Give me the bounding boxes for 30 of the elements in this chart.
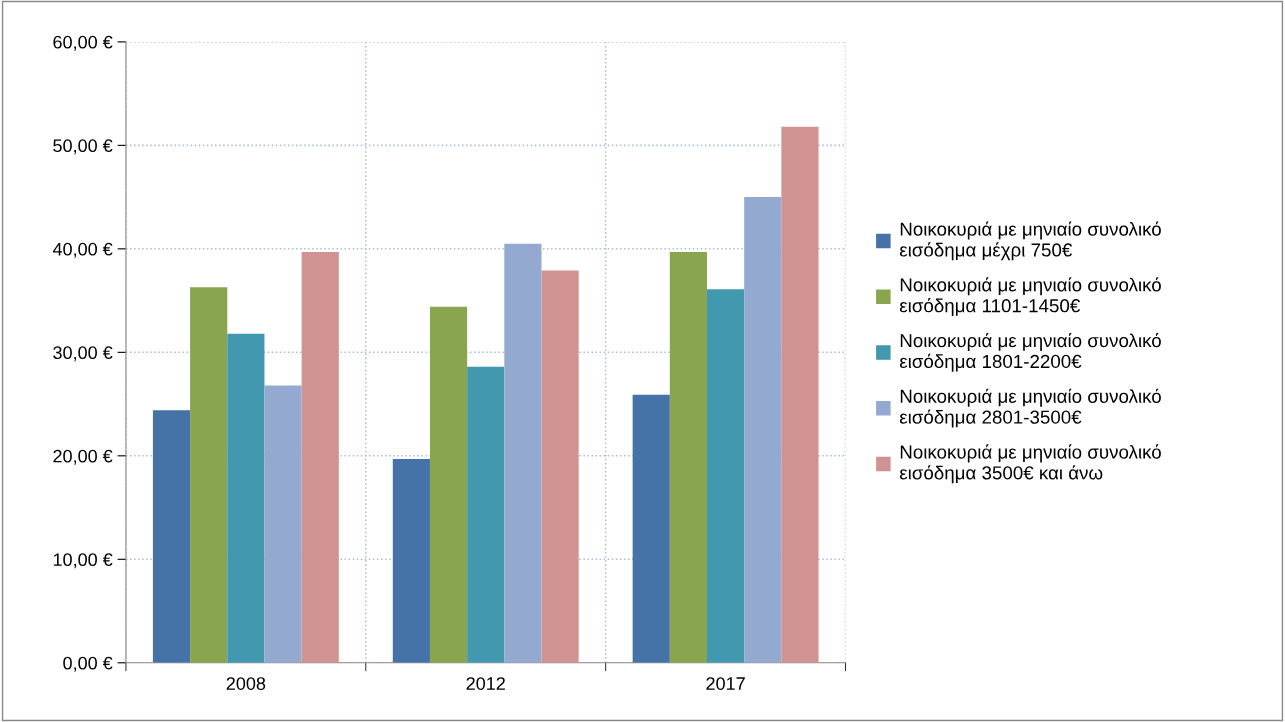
bar (392, 458, 430, 663)
legend-label: Νοικοκυριά με μηνιαίο συνολικό εισόδημα 2801-3500€ (899, 388, 1161, 428)
bar (264, 385, 302, 663)
legend-label: Νοικοκυριά με μηνιαίο συνολικό εισόδημα 1101-1450€ (899, 277, 1161, 317)
legend-label: Νοικοκυριά με μηνιαίο συνολικό εισόδημα μέχρι 750€ (899, 221, 1161, 261)
bar (152, 410, 191, 663)
y-tick-label: 50,00 € (53, 139, 113, 155)
bar (632, 394, 670, 663)
bar (744, 197, 782, 663)
y-tick-label: 0,00 € (63, 656, 113, 672)
bar (504, 243, 542, 663)
y-tick-label: 30,00 € (53, 346, 113, 362)
legend-label: Νοικοκυριά με μηνιαίο συνολικό εισόδημα 1801-2200€ (899, 332, 1161, 372)
bar (467, 366, 505, 663)
bar (190, 287, 228, 663)
y-tick-label: 60,00 € (53, 35, 113, 51)
y-tick-label: 10,00 € (53, 553, 113, 569)
legend-label: Νοικοκυριά με μηνιαίο συνολικό εισόδημα 3500€ και άνω (899, 444, 1161, 484)
bar (707, 289, 745, 663)
bar (541, 270, 579, 663)
x-tick-label: 2017 (706, 677, 745, 690)
bar (781, 126, 819, 663)
x-tick-label: 2008 (226, 677, 266, 690)
y-tick-label: 40,00 € (52, 242, 113, 258)
bar (301, 251, 339, 663)
bar (429, 306, 468, 663)
bar (669, 251, 708, 663)
bar (227, 333, 265, 663)
y-tick-label: 20,00 € (53, 449, 113, 465)
x-tick-label: 2012 (466, 677, 505, 690)
